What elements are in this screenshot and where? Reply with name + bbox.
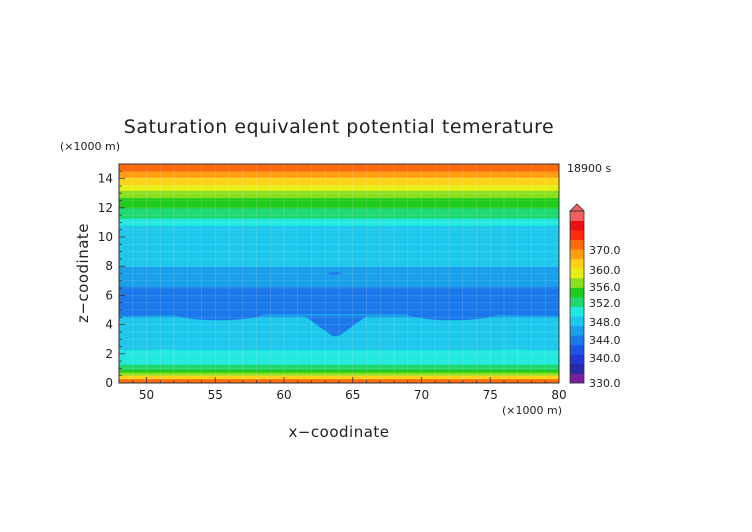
colorbar-label-2: 344.0 xyxy=(589,334,621,347)
left-lobe xyxy=(174,307,264,321)
colorbar-segment-10 xyxy=(570,277,584,288)
contour-band-12 xyxy=(119,218,559,226)
y-axis-ticks: 0 2 4 6 8 10 12 14 xyxy=(98,163,125,390)
contour-band-11 xyxy=(119,225,559,267)
y-tick-label-0: 0 xyxy=(105,376,113,390)
time-label: 18900 s xyxy=(567,162,611,175)
colorbar-segment-8 xyxy=(570,297,584,307)
colorbar-segment-1 xyxy=(570,363,584,374)
contour-band-17 xyxy=(119,177,559,186)
x-tick-label-55: 55 xyxy=(208,388,223,402)
colorbar-segment-14 xyxy=(570,239,584,250)
contour-band-5 xyxy=(119,349,559,365)
colorbar-segment-3 xyxy=(570,344,584,355)
contour-band-19 xyxy=(119,164,559,172)
left-green-patch xyxy=(139,349,188,359)
colorbar-label-1: 340.0 xyxy=(589,352,621,365)
colorbar: 330.0 340.0 344.0 348.0 352.0 356.0 360.0 370.0 xyxy=(569,203,621,390)
colorbar-segment-16 xyxy=(570,220,584,231)
x-tick-label-75: 75 xyxy=(483,388,498,402)
colorbar-segment-6 xyxy=(570,316,584,327)
colorbar-label-5: 356.0 xyxy=(589,281,621,294)
contour-band-4 xyxy=(119,364,559,370)
y-unit-label: (×1000 m) xyxy=(60,140,120,153)
contour-band-1 xyxy=(119,374,559,380)
colorbar-segment-0 xyxy=(570,373,584,384)
contour-band-14 xyxy=(119,197,559,209)
y-tick-label-6: 6 xyxy=(105,288,113,302)
colorbar-label-0: 330.0 xyxy=(589,377,621,390)
contour-band-10 xyxy=(119,266,559,288)
center-blip xyxy=(328,272,342,275)
colorbar-label-7: 370.0 xyxy=(589,244,621,257)
colorbar-segment-11 xyxy=(570,268,584,279)
colorbar-segment-17 xyxy=(570,211,584,221)
right-green-patch xyxy=(483,349,546,359)
contour-band-13 xyxy=(119,207,559,219)
plot-area xyxy=(119,164,559,383)
x-tick-label-80: 80 xyxy=(551,388,566,402)
center-notch xyxy=(304,315,367,337)
right-lobe xyxy=(407,307,498,321)
colorbar-label-6: 360.0 xyxy=(589,264,621,277)
colorbar-segment-15 xyxy=(570,230,584,241)
x-tick-label-50: 50 xyxy=(139,388,154,402)
colorbar-frame xyxy=(569,210,585,384)
chart-title: Saturation equivalent potential temeratu… xyxy=(124,116,554,138)
contour-band-2 xyxy=(119,372,559,376)
contour-band-3 xyxy=(119,369,559,373)
colorbar-segment-9 xyxy=(570,287,584,298)
x-axis-label: x−coodinate xyxy=(288,423,389,441)
colorbar-segment-12 xyxy=(570,258,584,269)
colorbar-segment-7 xyxy=(570,306,584,317)
x-tick-label-65: 65 xyxy=(345,388,360,402)
colorbar-segment-5 xyxy=(570,325,584,336)
x-axis-ticks: 50 55 60 65 70 75 80 xyxy=(118,377,567,402)
contour-band-15 xyxy=(119,190,559,199)
x-unit-label: (×1000 m) xyxy=(502,404,562,417)
colorbar-label-4: 352.0 xyxy=(589,297,621,310)
colorbar-max-arrow xyxy=(569,203,585,212)
colorbar-segment-2 xyxy=(570,354,584,365)
colorbar-segment-4 xyxy=(570,335,584,346)
x-tick-label-60: 60 xyxy=(276,388,291,402)
y-tick-label-14: 14 xyxy=(98,172,113,186)
x-tick-label-70: 70 xyxy=(414,388,429,402)
contour-band-6 xyxy=(119,339,559,351)
colorbar-label-3: 348.0 xyxy=(589,316,621,329)
y-tick-label-2: 2 xyxy=(105,347,113,361)
y-tick-label-4: 4 xyxy=(105,318,113,332)
y-tick-label-10: 10 xyxy=(98,230,113,244)
y-axis-label: z−coodinate xyxy=(74,223,92,323)
y-tick-label-8: 8 xyxy=(105,259,113,273)
y-tick-label-12: 12 xyxy=(98,201,113,215)
contour-band-16 xyxy=(119,184,559,191)
colorbar-segment-13 xyxy=(570,249,584,260)
contour-band-18 xyxy=(119,171,559,178)
